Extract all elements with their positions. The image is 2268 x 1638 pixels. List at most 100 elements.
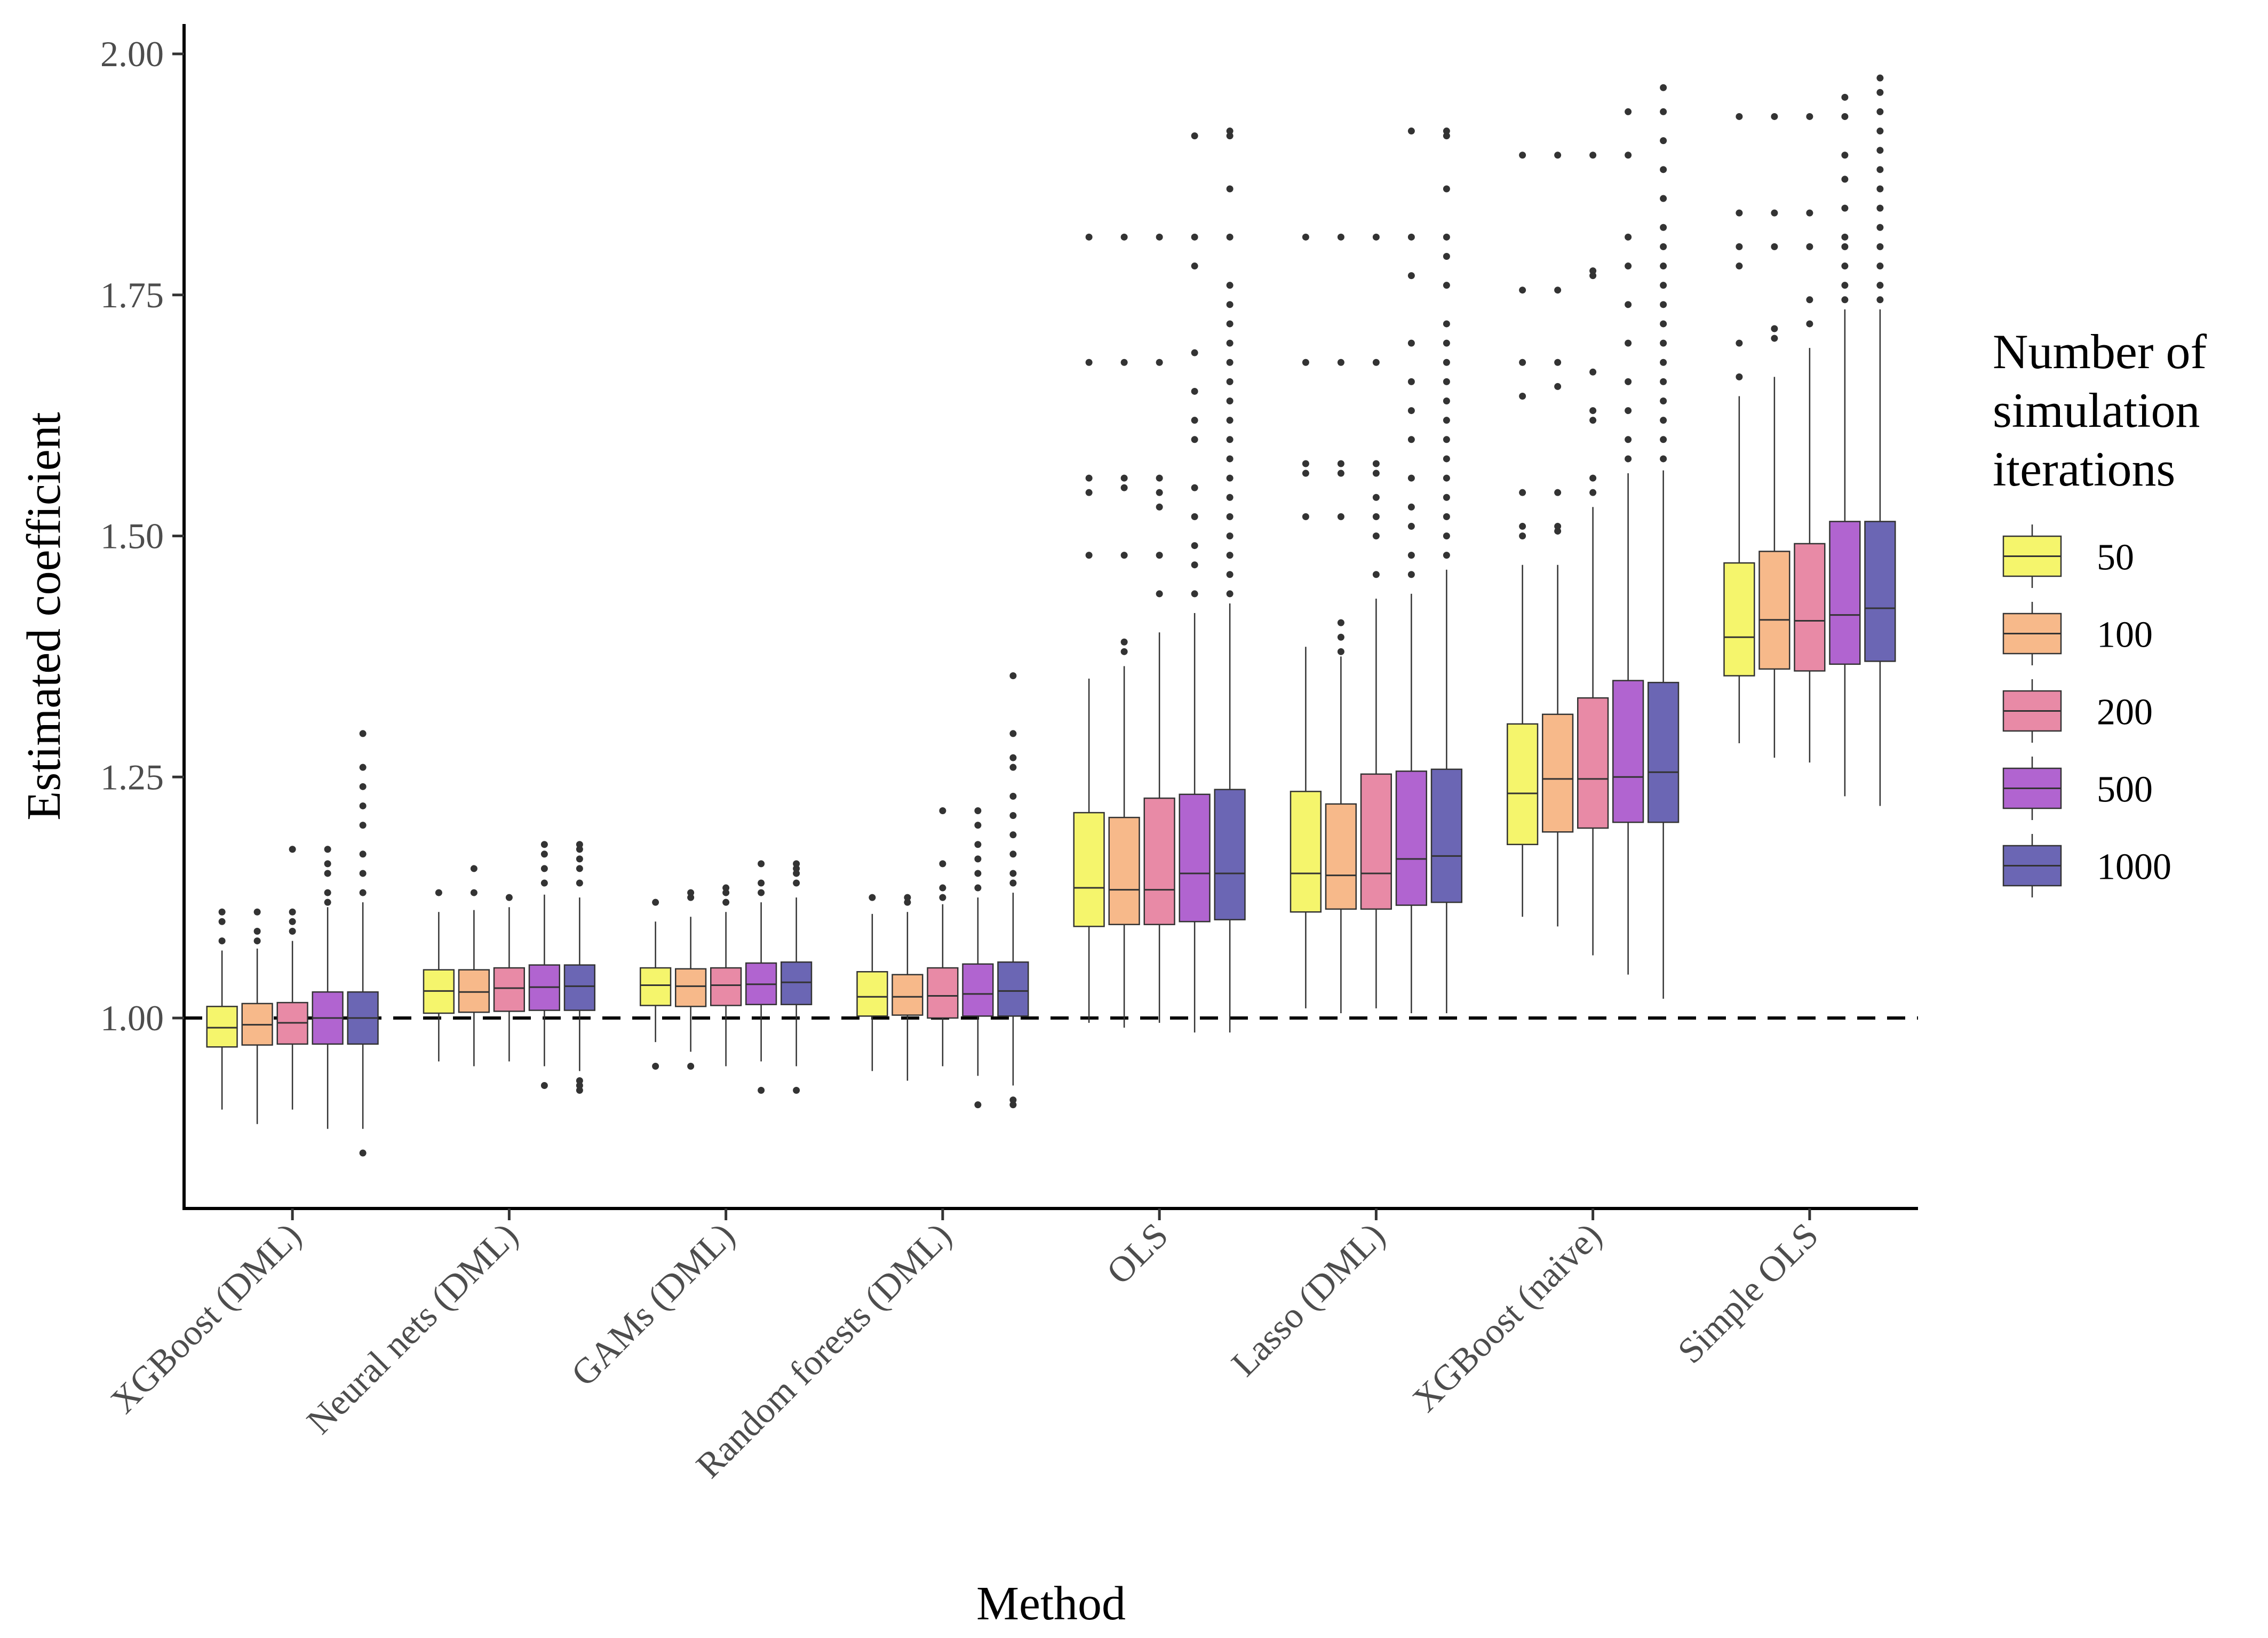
outlier-point: [324, 870, 331, 877]
outlier-point: [1407, 522, 1415, 530]
x-tick-label: XGBoost (naive): [1405, 1215, 1610, 1420]
outlier-point: [1226, 513, 1234, 520]
outlier-point: [1120, 474, 1128, 482]
outlier-point: [576, 1082, 583, 1089]
outlier-point: [758, 879, 765, 887]
outlier-point: [1156, 359, 1163, 366]
box-group: [528, 841, 561, 1089]
outlier-point: [1226, 359, 1234, 366]
outlier-point: [359, 802, 367, 809]
outlier-point: [1519, 532, 1526, 539]
box-group: [1647, 84, 1680, 999]
outlier-point: [1302, 470, 1309, 477]
box: [1864, 521, 1896, 662]
outlier-point: [1841, 93, 1849, 101]
outlier-point: [1771, 243, 1778, 250]
outlier-point: [470, 889, 478, 896]
outlier-point: [1009, 831, 1017, 839]
outlier-point: [1009, 754, 1017, 761]
outlier-point: [1660, 455, 1667, 463]
outlier-point: [1876, 166, 1884, 173]
outlier-point: [359, 889, 367, 896]
box: [1794, 543, 1826, 672]
outlier-point: [1191, 484, 1198, 491]
outlier-point: [1009, 792, 1017, 800]
outlier-point: [1660, 301, 1667, 308]
outlier-point: [758, 860, 765, 868]
outlier-point: [1372, 470, 1380, 477]
outlier-point: [1337, 513, 1344, 520]
outlier-point: [1407, 272, 1415, 280]
outlier-point: [1771, 209, 1778, 217]
x-tick-label: Lasso (DML): [1223, 1215, 1392, 1384]
outlier-point: [1876, 243, 1884, 250]
outlier-point: [1302, 460, 1309, 467]
outlier-point: [974, 870, 982, 877]
box-group: [1214, 128, 1246, 1033]
outlier-point: [1226, 282, 1234, 289]
outlier-point: [1226, 494, 1234, 501]
box-group: [1541, 152, 1574, 927]
outlier-point: [505, 894, 513, 901]
outlier-point: [1841, 243, 1849, 250]
outlier-point: [359, 764, 367, 771]
outlier-point: [576, 1087, 583, 1094]
outlier-point: [1589, 407, 1597, 415]
legend-item: 100: [2002, 602, 2153, 665]
outlier-point: [1407, 128, 1415, 135]
outlier-point: [1443, 397, 1450, 405]
box: [674, 968, 707, 1007]
legend-title-line-1: Number of: [1993, 324, 2207, 379]
box-group: [458, 865, 490, 1067]
outlier-point: [1736, 263, 1743, 270]
box-group: [997, 672, 1029, 1109]
box: [1108, 816, 1140, 925]
outlier-point: [1625, 378, 1632, 385]
outlier-point: [1519, 359, 1526, 366]
outlier-point: [1519, 489, 1526, 496]
outlier-point: [253, 908, 261, 916]
outlier-point: [359, 1149, 367, 1157]
legend-title-line-3: iterations: [1993, 442, 2175, 496]
outlier-point: [1876, 108, 1884, 115]
outlier-point: [1841, 113, 1849, 120]
outlier-point: [218, 908, 226, 916]
outlier-point: [974, 884, 982, 892]
legend-item: 50: [2002, 524, 2134, 588]
outlier-point: [540, 865, 548, 872]
outlier-point: [1443, 378, 1450, 385]
outlier-point: [1226, 571, 1234, 578]
outlier-point: [1806, 243, 1813, 250]
box: [458, 969, 490, 1013]
outlier-point: [1625, 436, 1632, 443]
outlier-point: [576, 846, 583, 853]
outlier-point: [1443, 455, 1450, 463]
outlier-point: [758, 889, 765, 896]
outlier-point: [1736, 209, 1743, 217]
outlier-point: [1085, 359, 1093, 366]
box-group: [1723, 113, 1755, 744]
box: [563, 964, 596, 1011]
outlier-point: [722, 889, 730, 896]
outlier-point: [1660, 84, 1667, 91]
outlier-point: [1736, 373, 1743, 380]
outlier-point: [1625, 108, 1632, 115]
outlier-point: [1625, 301, 1632, 308]
box-group: [1794, 113, 1826, 763]
legend-label: 1000: [2097, 847, 2171, 888]
outlier-point: [218, 937, 226, 944]
outlier-point: [1372, 233, 1380, 241]
outlier-point: [974, 855, 982, 863]
outlier-point: [1337, 619, 1344, 626]
outlier-point: [1589, 368, 1597, 376]
outlier-point: [1589, 152, 1597, 159]
box-group: [1395, 128, 1428, 1013]
outlier-point: [576, 865, 583, 872]
outlier-point: [1407, 407, 1415, 415]
outlier-point: [1120, 233, 1128, 241]
outlier-point: [1191, 513, 1198, 520]
outlier-point: [1625, 455, 1632, 463]
outlier-point: [1085, 233, 1093, 241]
